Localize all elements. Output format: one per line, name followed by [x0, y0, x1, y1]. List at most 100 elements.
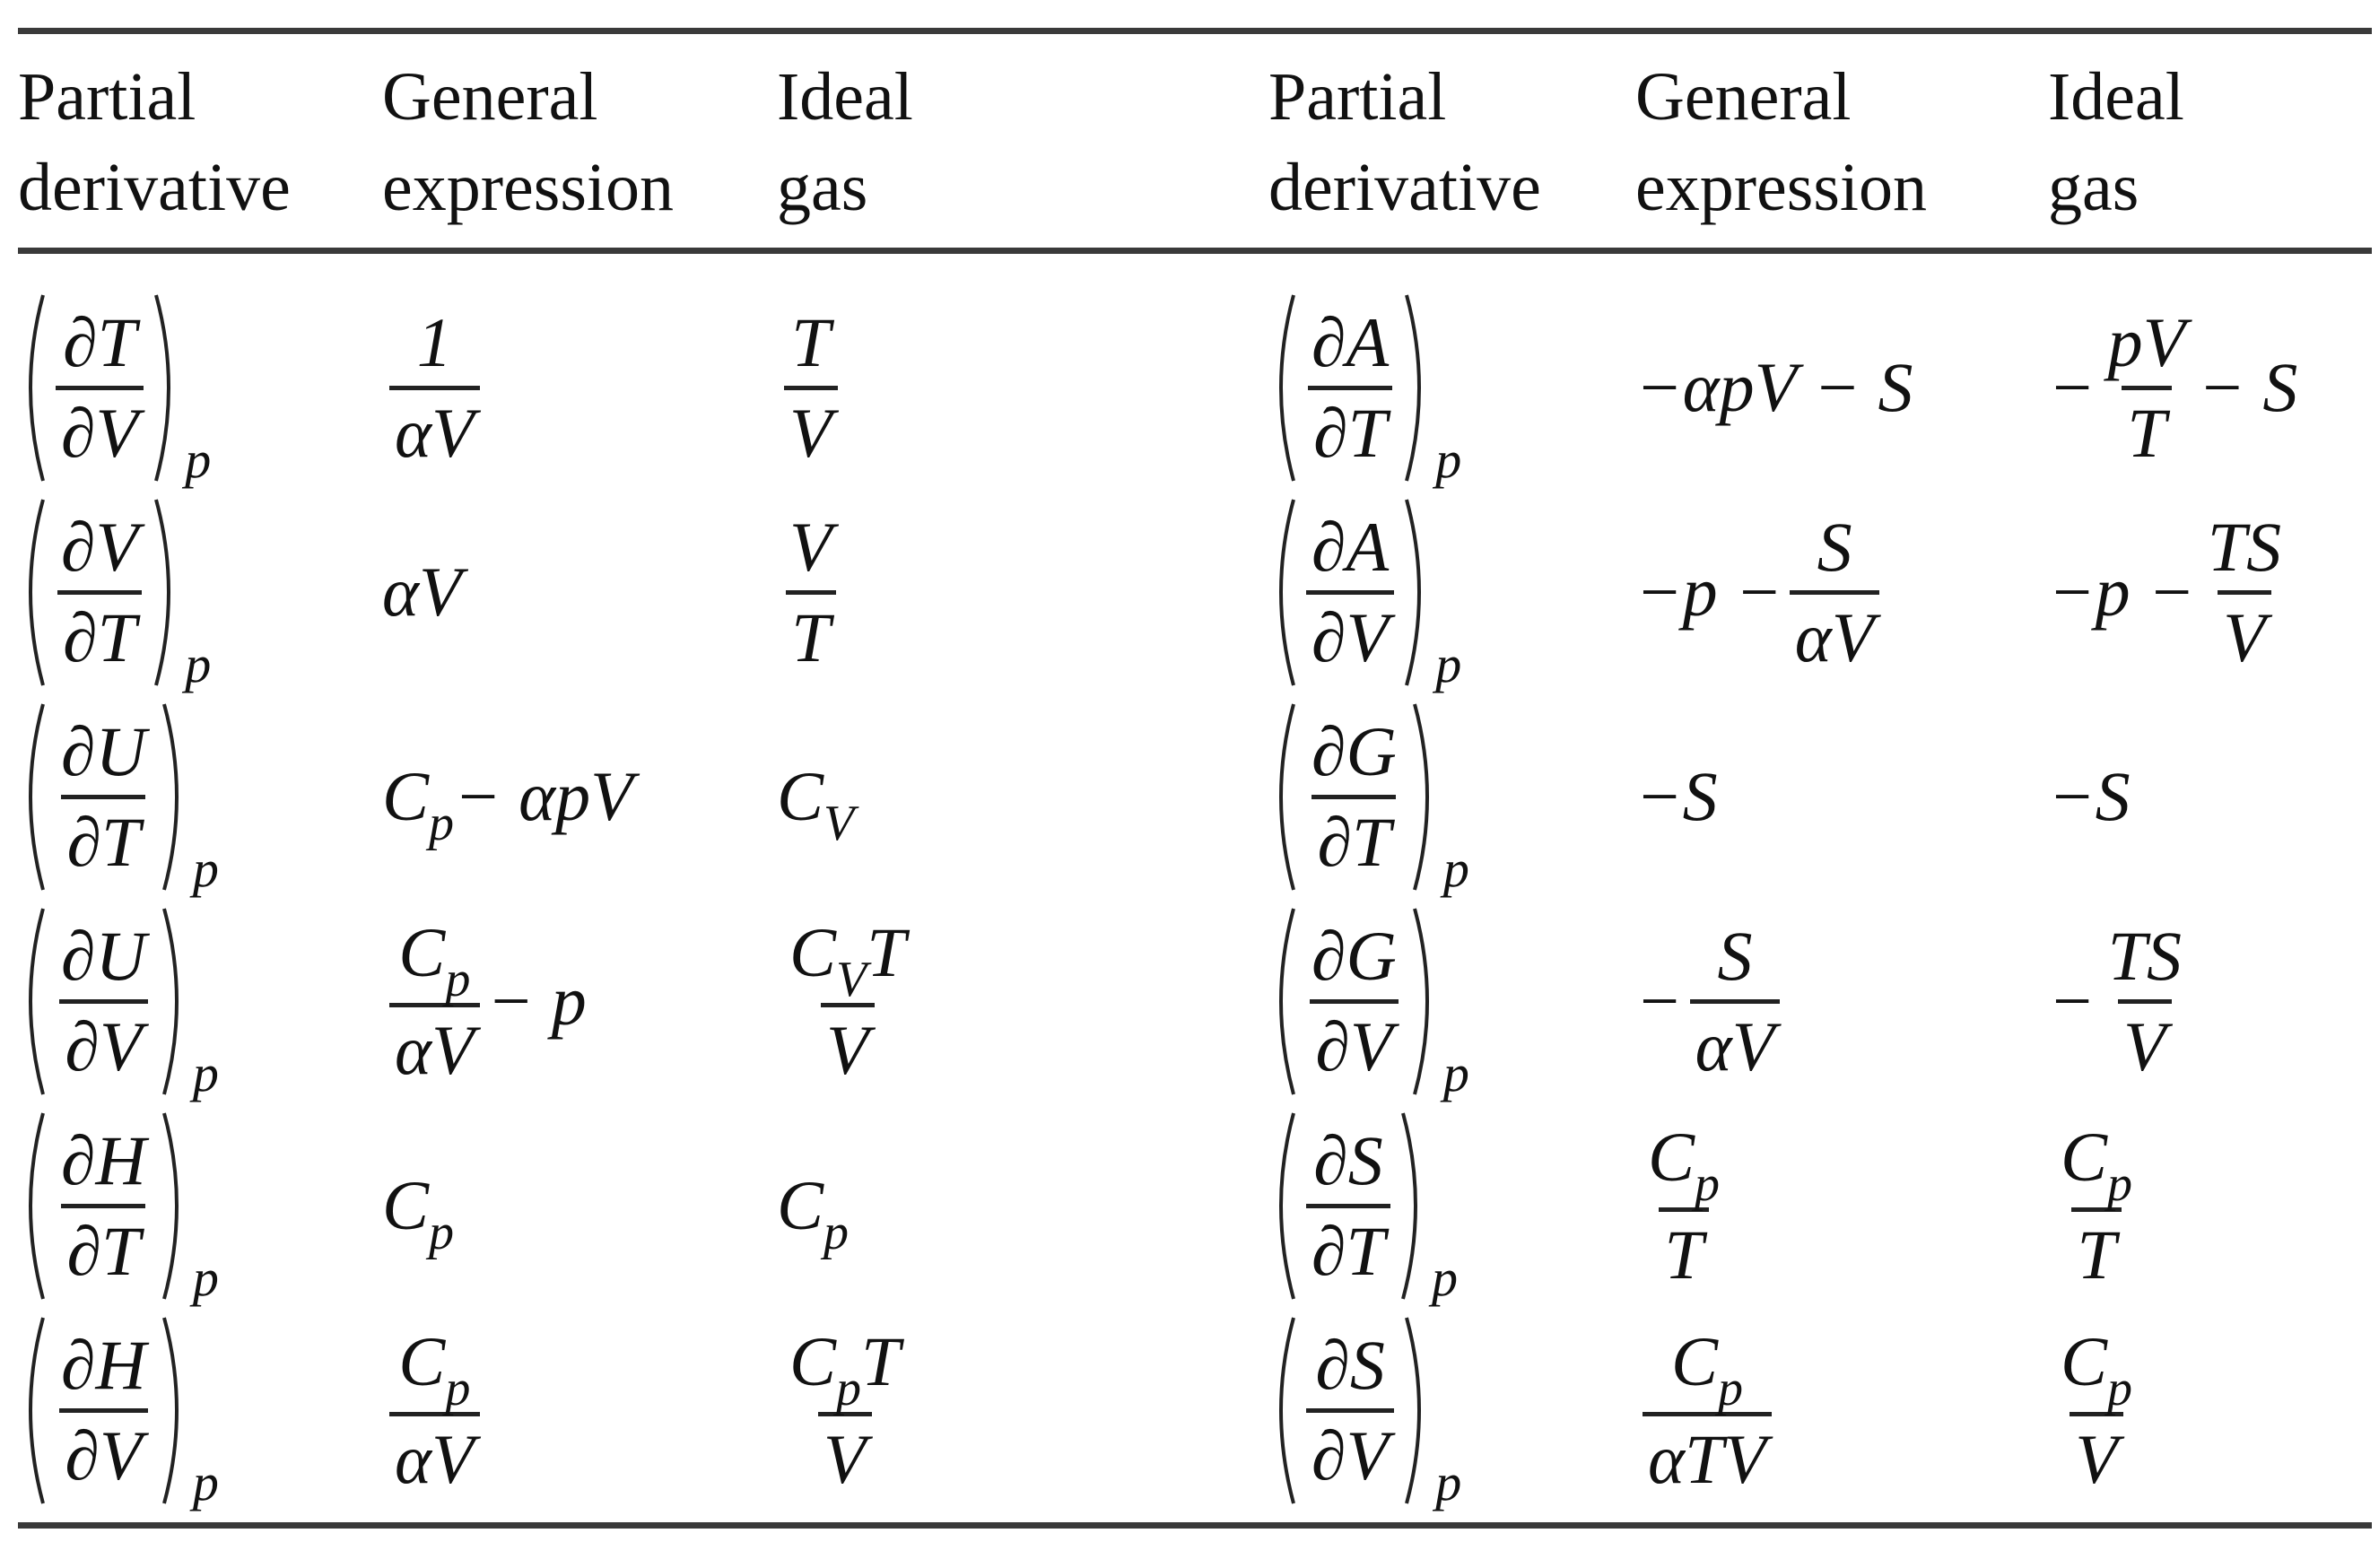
ideal-gas-cell: Cp: [777, 1165, 1268, 1260]
numerator: ∂S: [1315, 1325, 1385, 1404]
subscripted-symbol: CV: [789, 913, 867, 1007]
subscript: V: [824, 796, 855, 851]
math-text: S: [1717, 916, 1753, 995]
denominator: αV: [1789, 589, 1880, 681]
general-expression-cell: 1 αV: [382, 300, 777, 476]
denominator: ∂V: [1310, 998, 1399, 1090]
numerator: pV: [2103, 300, 2192, 386]
subscripted-symbol: Cp: [777, 1165, 849, 1260]
derivative-fraction: ∂U ∂V: [56, 913, 152, 1090]
numerator: ∂U: [61, 711, 146, 790]
derivative-fraction: ∂V ∂T: [56, 504, 144, 681]
fraction: Cp αTV: [1643, 1319, 1772, 1503]
right-paren-icon: [1405, 498, 1422, 686]
table-row: ∂T ∂V p 1 αV T V ∂A ∂T p −αpV − S − pV T − S: [18, 285, 2372, 490]
math-text: αTV: [1648, 1419, 1766, 1498]
general-expression-cell: Cp αTV: [1635, 1319, 2048, 1503]
numerator: T: [786, 300, 835, 386]
ideal-gas-cell: −S: [2048, 756, 2372, 837]
denominator: ∂T: [1312, 794, 1397, 885]
derivative-fraction: ∂H ∂V: [56, 1322, 152, 1499]
left-paren-icon: [1279, 1111, 1295, 1300]
held-constant-subscript: p: [1442, 839, 1469, 898]
derivative-fraction: ∂T ∂V: [56, 300, 144, 476]
denominator: ∂V: [59, 998, 148, 1090]
subscripted-symbol: Cp: [398, 1322, 470, 1416]
denominator: V: [817, 1411, 872, 1503]
subscript: p: [445, 951, 471, 1007]
subscript: V: [836, 951, 867, 1007]
derivative-cell: ∂H ∂T p: [18, 1110, 382, 1307]
subscripted-symbol: Cp: [382, 756, 454, 851]
symbol: C: [1648, 1117, 1695, 1196]
math-text: − S: [2198, 348, 2298, 426]
derivative-fraction: ∂A ∂T: [1306, 300, 1394, 476]
math-text: −αpV − S: [1635, 348, 1913, 426]
partial-derivative: ∂G ∂T p: [1268, 701, 1469, 898]
numerator: ∂A: [1312, 302, 1390, 381]
subscripted-symbol: Cp: [398, 912, 470, 1007]
left-paren-icon: [1279, 293, 1295, 482]
ideal-gas-cell: − TS V: [2048, 913, 2372, 1090]
ideal-gas-cell: CVT V: [777, 910, 1268, 1093]
math-text: αV: [395, 393, 475, 472]
subscripted-symbol: CV: [777, 756, 854, 851]
derivative-cell: ∂T ∂V p: [18, 292, 382, 489]
left-paren-icon: [1279, 702, 1295, 891]
held-constant-subscript: p: [192, 1248, 219, 1307]
general-expression-cell: Cp: [382, 1165, 777, 1260]
derivative-cell: ∂V ∂T p: [18, 496, 382, 693]
derivative-fraction: ∂U ∂T: [56, 709, 152, 885]
bottom-rule: [18, 1522, 2372, 1529]
partial-derivative: ∂G ∂V p: [1268, 905, 1469, 1102]
numerator: Cp: [2055, 1319, 2138, 1416]
left-paren-icon: [29, 1111, 45, 1300]
subscripted-symbol: Cp: [2061, 1117, 2132, 1212]
header-general-expression: General expression: [382, 59, 675, 225]
held-constant-subscript: p: [192, 839, 219, 898]
partial-derivative: ∂S ∂T p: [1268, 1110, 1458, 1307]
right-paren-icon: [154, 498, 171, 686]
symbol: C: [777, 1166, 824, 1244]
ideal-gas-cell: Cp T: [2048, 1114, 2372, 1298]
denominator: V: [2218, 589, 2271, 681]
right-paren-icon: [161, 1316, 179, 1504]
subscript: p: [429, 796, 455, 851]
ideal-gas-cell: CpT V: [777, 1319, 1268, 1503]
symbol: C: [1670, 1321, 1718, 1400]
math-text: V: [823, 1419, 867, 1498]
numerator: Cp: [1643, 1114, 1725, 1212]
denominator: ∂T: [61, 794, 146, 885]
fraction: CpT V: [784, 1319, 905, 1503]
top-rule: [18, 28, 2372, 34]
general-expression-cell: αV: [382, 552, 777, 632]
partial-derivative: ∂A ∂T p: [1268, 292, 1461, 489]
left-paren-icon: [1279, 498, 1295, 686]
right-paren-icon: [1401, 1111, 1417, 1300]
denominator: αTV: [1643, 1411, 1772, 1503]
header-ideal-gas-2: Ideal gas: [2048, 59, 2184, 225]
symbol: C: [2061, 1117, 2108, 1196]
denominator: V: [2070, 1411, 2123, 1503]
math-text: −p −: [1635, 553, 1782, 631]
derivative-cell: ∂S ∂T p: [1268, 1110, 1635, 1307]
derivative-fraction: ∂G ∂T: [1306, 709, 1402, 885]
subscripted-symbol: Cp: [2061, 1322, 2132, 1416]
numerator: ∂H: [61, 1120, 146, 1199]
symbol: C: [382, 1166, 430, 1244]
symbol: C: [789, 1321, 837, 1400]
left-paren-icon: [1279, 1316, 1295, 1504]
left-paren-icon: [29, 293, 45, 482]
right-paren-icon: [161, 1111, 179, 1300]
subscripted-symbol: Cp: [1670, 1321, 1743, 1416]
symbol: C: [382, 757, 430, 835]
math-text: −: [1635, 962, 1683, 1040]
held-constant-subscript: p: [1435, 634, 1462, 693]
derivative-fraction: ∂A ∂V: [1306, 504, 1395, 681]
math-text: S: [1817, 507, 1852, 586]
symbol: C: [398, 912, 446, 991]
held-constant-subscript: p: [1435, 430, 1462, 489]
